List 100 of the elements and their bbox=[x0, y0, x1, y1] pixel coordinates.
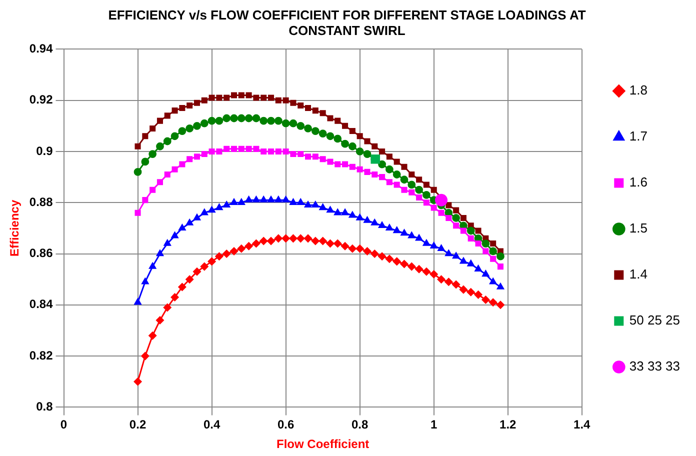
point bbox=[371, 219, 378, 226]
point bbox=[134, 143, 141, 150]
point bbox=[282, 97, 289, 104]
point bbox=[446, 214, 452, 221]
point bbox=[142, 278, 149, 284]
x-tick-label: 0 bbox=[60, 418, 68, 432]
point bbox=[260, 116, 268, 125]
point bbox=[474, 265, 482, 272]
point bbox=[178, 224, 186, 231]
point bbox=[253, 94, 260, 101]
point bbox=[194, 100, 200, 106]
point bbox=[171, 232, 178, 238]
point bbox=[334, 134, 342, 143]
point bbox=[497, 264, 504, 270]
point bbox=[289, 119, 298, 128]
point bbox=[400, 229, 408, 236]
point bbox=[415, 265, 423, 274]
point bbox=[194, 154, 200, 160]
x-axis-title: Flow Coefficient bbox=[276, 437, 370, 452]
point bbox=[142, 197, 148, 204]
point bbox=[408, 180, 416, 189]
point bbox=[275, 148, 282, 154]
point bbox=[341, 242, 349, 250]
point bbox=[452, 214, 460, 222]
point bbox=[238, 146, 244, 152]
point bbox=[363, 247, 372, 256]
point bbox=[298, 102, 304, 108]
point bbox=[215, 116, 224, 125]
legend-label: 1.4 bbox=[629, 266, 648, 282]
point bbox=[490, 240, 496, 247]
point bbox=[150, 186, 156, 193]
point bbox=[312, 201, 319, 208]
point bbox=[282, 148, 289, 154]
point bbox=[482, 270, 490, 277]
point bbox=[222, 250, 231, 258]
point bbox=[356, 166, 363, 172]
point bbox=[466, 288, 475, 296]
point bbox=[274, 234, 282, 242]
point bbox=[378, 160, 386, 168]
point bbox=[296, 122, 305, 130]
point bbox=[253, 146, 260, 152]
point bbox=[422, 191, 430, 199]
point bbox=[356, 148, 364, 156]
point bbox=[150, 125, 156, 132]
x-tick-label: 0.6 bbox=[277, 418, 294, 432]
point bbox=[356, 214, 364, 220]
x-tick-label: 0.4 bbox=[203, 418, 220, 432]
point bbox=[290, 198, 297, 205]
point bbox=[156, 316, 164, 324]
legend-label: 50 25 25 bbox=[629, 312, 680, 328]
point bbox=[260, 94, 267, 101]
point bbox=[260, 237, 268, 245]
point bbox=[326, 132, 334, 140]
point bbox=[186, 124, 194, 132]
point bbox=[200, 262, 208, 271]
point bbox=[482, 296, 490, 304]
point bbox=[327, 158, 334, 165]
point bbox=[348, 211, 356, 218]
point bbox=[149, 262, 156, 269]
point bbox=[490, 278, 497, 284]
point bbox=[252, 240, 260, 248]
point bbox=[489, 247, 498, 256]
point bbox=[392, 170, 401, 178]
point bbox=[318, 130, 327, 138]
point bbox=[312, 154, 318, 160]
point bbox=[379, 148, 386, 154]
point bbox=[378, 222, 386, 228]
point bbox=[379, 174, 386, 180]
point bbox=[216, 148, 222, 154]
point bbox=[260, 196, 268, 202]
point bbox=[416, 176, 422, 183]
point bbox=[326, 206, 334, 213]
point bbox=[385, 254, 394, 263]
point bbox=[364, 216, 371, 223]
legend-label: 1.6 bbox=[629, 174, 648, 190]
point bbox=[460, 228, 466, 234]
point bbox=[208, 257, 216, 266]
point bbox=[370, 250, 379, 258]
point bbox=[186, 156, 193, 162]
point bbox=[416, 234, 423, 241]
point bbox=[172, 108, 178, 114]
point bbox=[267, 196, 275, 202]
point bbox=[186, 102, 193, 108]
point bbox=[452, 252, 460, 259]
point bbox=[193, 122, 201, 130]
point bbox=[164, 240, 171, 246]
point bbox=[401, 164, 408, 170]
point bbox=[282, 234, 290, 242]
point bbox=[164, 112, 170, 119]
point bbox=[238, 198, 245, 205]
point bbox=[401, 186, 408, 193]
point bbox=[312, 108, 318, 114]
x-tick-label: 1 bbox=[430, 418, 438, 432]
point bbox=[268, 94, 274, 101]
point bbox=[223, 201, 230, 208]
point bbox=[244, 242, 253, 250]
point bbox=[216, 94, 222, 101]
point bbox=[163, 304, 172, 312]
point bbox=[252, 114, 260, 122]
point bbox=[179, 161, 186, 168]
